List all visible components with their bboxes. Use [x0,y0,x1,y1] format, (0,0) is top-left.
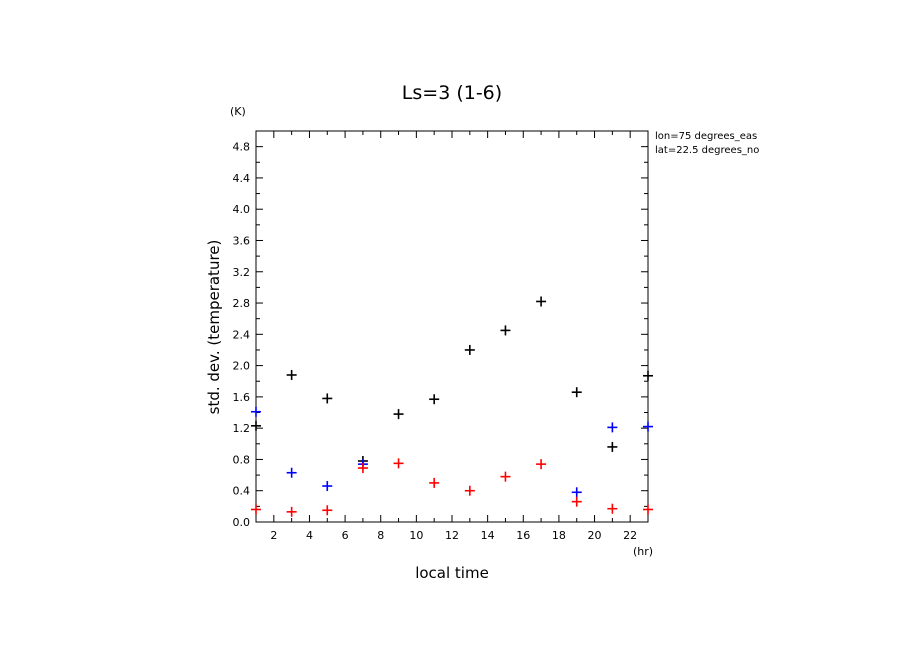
x-tick-label: 14 [481,529,495,542]
data-point [571,487,582,498]
x-tick-label: 16 [516,529,530,542]
x-tick-label: 10 [409,529,423,542]
data-point [500,325,511,336]
y-axis-label: std. dev. (temperature) [205,240,223,415]
data-point [393,409,404,420]
x-tick-label: 2 [270,529,277,542]
x-tick-label: 6 [342,529,349,542]
data-point [286,467,297,478]
data-point [251,406,261,417]
data-point [607,441,618,452]
y-tick-label: 1.6 [233,391,251,404]
y-unit-label: (K) [230,105,246,118]
data-point [536,296,547,307]
y-tick-label: 3.6 [233,234,251,247]
y-tick-label: 4.8 [233,141,251,154]
y-tick-label: 4.0 [233,203,251,216]
data-point [607,422,618,433]
x-axis-label: local time [415,564,489,582]
chart-title: Ls=3 (1-6) [402,82,502,104]
data-point [357,463,368,474]
y-tick-label: 2.4 [233,328,251,341]
data-point [571,496,582,507]
annotation-lon: lon=75 degrees_eas [655,131,757,142]
data-point [536,459,547,470]
data-point [607,503,618,514]
data-point [251,420,261,431]
data-point [464,485,475,496]
x-axis: 2 4 6 8 10 12 14 16 18 20 22 [255,131,649,542]
x-tick-label: 22 [623,529,637,542]
y-tick-label: 0.8 [233,453,251,466]
data-point [571,387,582,398]
y-tick-label: 0.0 [233,516,251,529]
data-point [643,504,653,515]
y-tick-label: 3.2 [233,266,251,279]
y-axis: 0.0 0.4 0.8 1.2 1.6 2.0 2.4 2.8 3.2 3.6 4.0 4.4 4.8 [233,130,648,529]
x-tick-label: 8 [377,529,384,542]
data-point [251,504,261,515]
data-point [286,369,297,380]
data-point [322,393,333,404]
x-tick-label: 12 [445,529,459,542]
y-tick-label: 1.2 [233,422,251,435]
y-tick-label: 4.4 [233,172,251,185]
y-tick-label: 2.0 [233,360,251,373]
x-tick-label: 4 [306,529,313,542]
x-tick-label: 20 [588,529,602,542]
data-point [393,458,404,469]
data-point [429,394,440,405]
annotation-lat: lat=22.5 degrees_no [655,145,759,156]
data-point [322,481,333,492]
data-points [251,296,653,517]
x-tick-label: 18 [552,529,566,542]
data-point [429,477,440,488]
x-unit-label: (hr) [633,545,653,558]
data-point [500,471,511,482]
data-point [286,506,297,517]
data-point [643,421,653,432]
y-tick-label: 0.4 [233,485,251,498]
data-point [464,344,475,355]
y-tick-label: 2.8 [233,297,251,310]
data-point [322,505,333,516]
data-point [643,370,653,381]
